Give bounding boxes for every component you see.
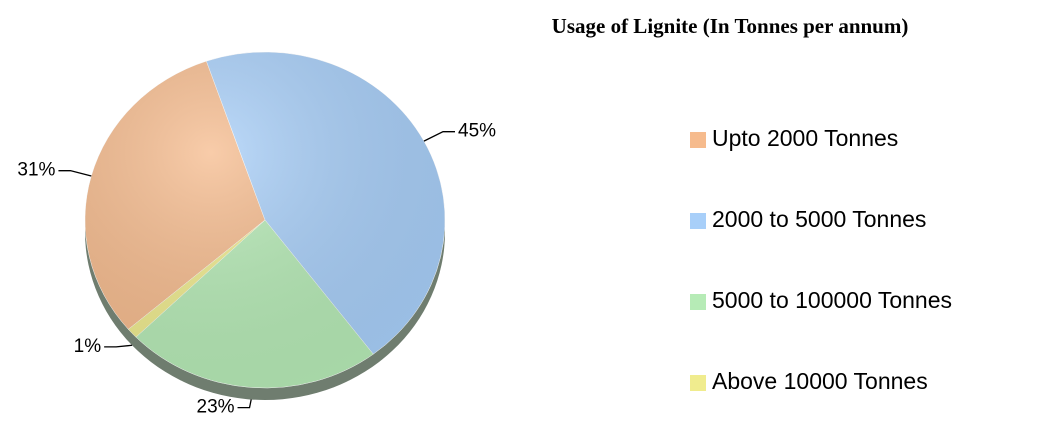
legend-label: 2000 to 5000 Tonnes — [712, 206, 926, 232]
data-label: 1% — [74, 336, 102, 357]
leader-line — [104, 344, 133, 348]
data-label: 23% — [197, 397, 235, 418]
data-label: 31% — [17, 160, 55, 181]
legend-label: Upto 2000 Tonnes — [712, 125, 898, 151]
chart-title: Usage of Lignite (In Tonnes per annum) — [552, 14, 909, 38]
legend-label: Above 10000 Tonnes — [712, 368, 928, 394]
legend-swatch — [690, 375, 706, 391]
data-label: 45% — [458, 121, 496, 142]
leader-line — [237, 399, 252, 409]
legend-swatch — [690, 132, 706, 148]
legend-swatch — [690, 294, 706, 310]
legend-label: 5000 to 100000 Tonnes — [712, 287, 952, 313]
legend-swatch — [690, 213, 706, 229]
leader-line — [58, 170, 92, 177]
leader-line — [423, 131, 456, 142]
